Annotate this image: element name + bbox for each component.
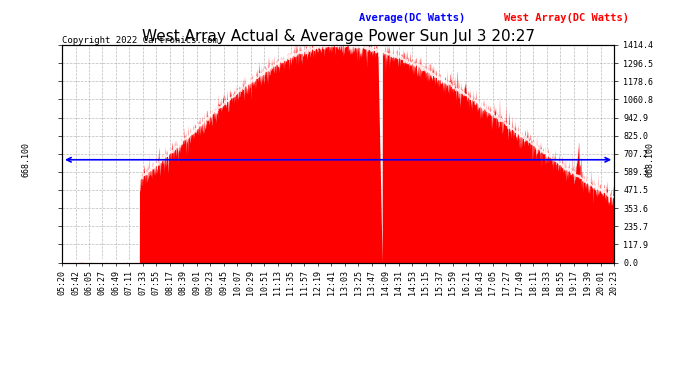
Text: West Array(DC Watts): West Array(DC Watts) [504,13,629,23]
Text: Average(DC Watts): Average(DC Watts) [359,13,465,23]
Text: Copyright 2022 Cartronics.com: Copyright 2022 Cartronics.com [62,36,218,45]
Title: West Array Actual & Average Power Sun Jul 3 20:27: West Array Actual & Average Power Sun Ju… [141,29,535,44]
Text: 668.100: 668.100 [21,142,31,177]
Text: 668.100: 668.100 [645,142,655,177]
